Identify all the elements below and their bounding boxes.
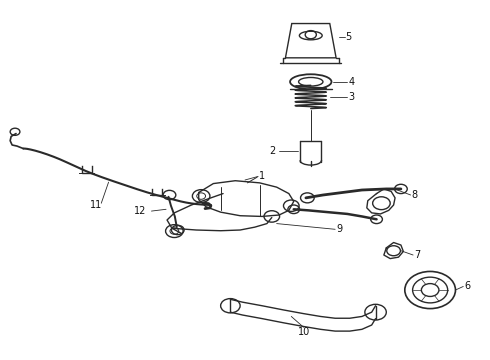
Text: 1: 1	[259, 171, 265, 181]
Text: 10: 10	[297, 327, 310, 337]
Text: 11: 11	[90, 200, 102, 210]
Text: 3: 3	[348, 92, 354, 102]
Text: 4: 4	[348, 77, 354, 87]
Text: 12: 12	[134, 206, 147, 216]
Text: 2: 2	[270, 147, 275, 157]
Text: 6: 6	[464, 281, 470, 291]
Text: 8: 8	[412, 190, 418, 200]
Text: 7: 7	[414, 250, 420, 260]
Text: 9: 9	[336, 224, 342, 234]
Text: 5: 5	[345, 32, 352, 42]
